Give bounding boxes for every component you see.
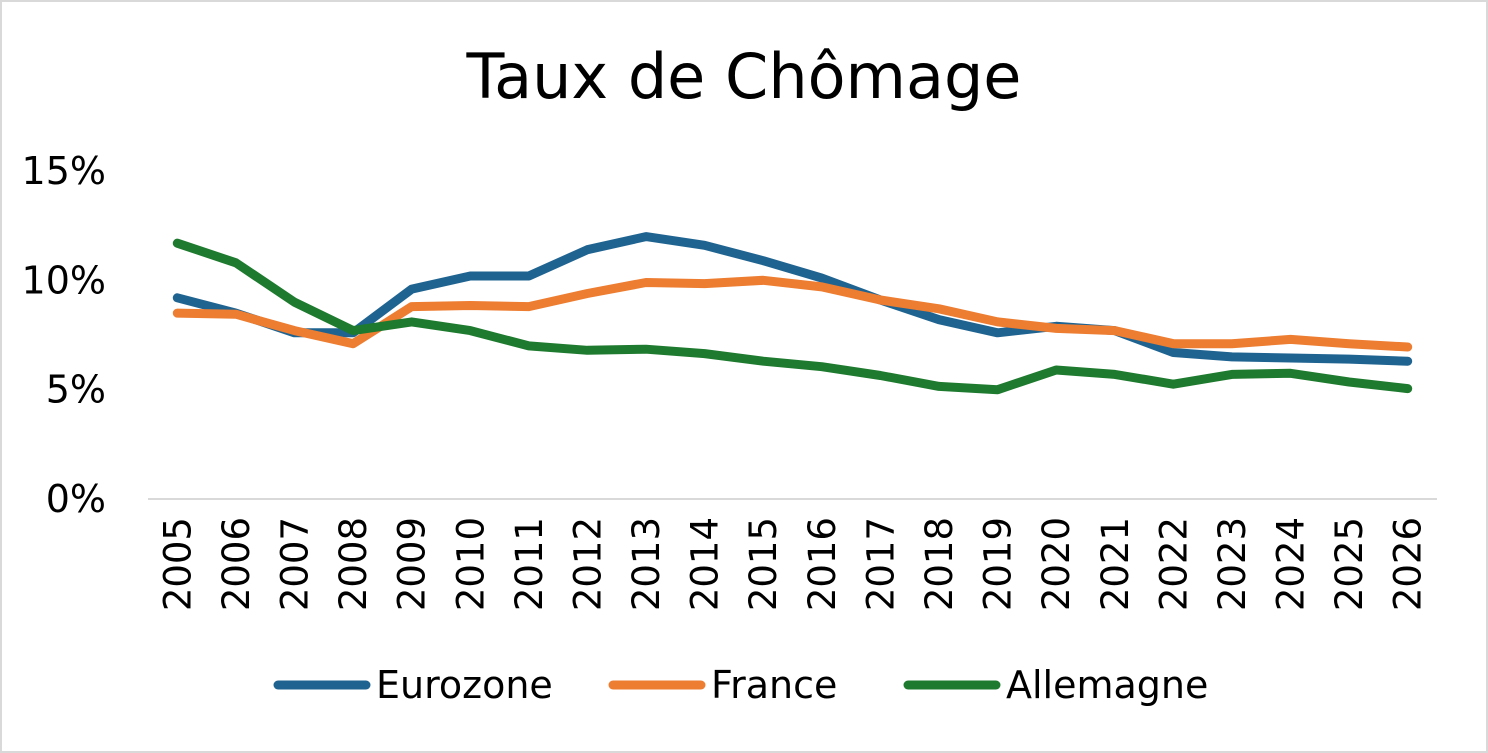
chart-title: Taux de Chômage: [466, 40, 1022, 113]
x-tick-label: 2025: [1328, 517, 1371, 611]
x-tick-label: 2016: [801, 517, 844, 611]
x-tick-label: 2026: [1387, 517, 1430, 611]
y-tick-label: 5%: [46, 368, 106, 412]
x-tick-label: 2008: [332, 517, 375, 611]
x-tick-label: 2013: [625, 517, 668, 611]
x-tick-label: 2024: [1270, 517, 1313, 611]
x-tick-label: 2012: [566, 517, 609, 611]
y-tick-label: 15%: [22, 149, 106, 193]
x-tick-label: 2021: [1094, 517, 1137, 611]
series-line-allemagne: [172, 238, 1413, 395]
x-tick-label: 2007: [273, 517, 316, 611]
legend-label-eurozone: Eurozone: [376, 663, 553, 707]
x-tick-label: 2015: [742, 517, 785, 611]
series-line-eurozone: [172, 232, 1413, 366]
series-line-france: [172, 275, 1413, 352]
y-tick-label: 10%: [22, 258, 106, 302]
x-tick-label: 2020: [1035, 517, 1078, 611]
x-tick-label: 2006: [215, 517, 258, 611]
x-tick-label: 2011: [508, 517, 551, 611]
x-tick-label: 2010: [449, 517, 492, 611]
x-tick-label: 2017: [859, 517, 902, 611]
legend-label-france: France: [711, 663, 837, 707]
x-tick-label: 2022: [1152, 517, 1195, 611]
x-tick-label: 2018: [918, 517, 961, 611]
x-tick-label: 2019: [977, 517, 1020, 611]
y-tick-label: 0%: [46, 477, 106, 521]
x-tick-label: 2014: [684, 517, 727, 611]
x-tick-label: 2023: [1211, 517, 1254, 611]
legend-label-allemagne: Allemagne: [1006, 663, 1208, 707]
x-tick-label: 2009: [391, 517, 434, 611]
x-tick-label: 2005: [156, 517, 199, 611]
